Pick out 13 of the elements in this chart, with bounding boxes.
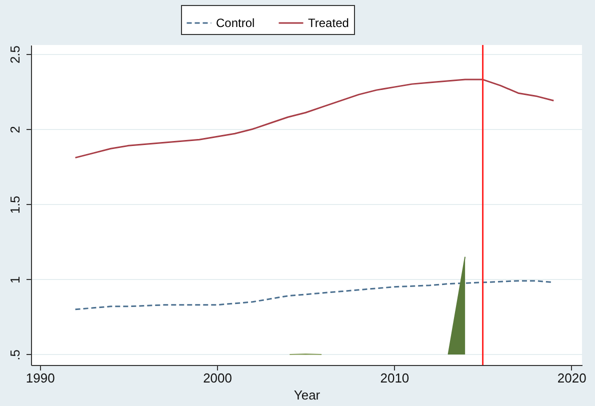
x-axis-title: Year [294, 388, 321, 402]
x-tick-label: 2000 [203, 370, 232, 386]
y-tick-label: 2.5 [8, 45, 22, 64]
x-tick-label: 2010 [380, 370, 410, 386]
legend-label: Treated [308, 16, 349, 30]
x-tick-label: 2020 [557, 370, 586, 386]
x-tick-label: 1990 [26, 370, 55, 386]
line-series [74, 78, 554, 158]
y-tick-label: 2 [8, 126, 22, 134]
legend-label: Control [216, 16, 255, 30]
y-tick-label: 1.5 [8, 196, 22, 214]
y-tick-label: .5 [8, 350, 22, 360]
y-tick-label: 1 [8, 276, 22, 284]
